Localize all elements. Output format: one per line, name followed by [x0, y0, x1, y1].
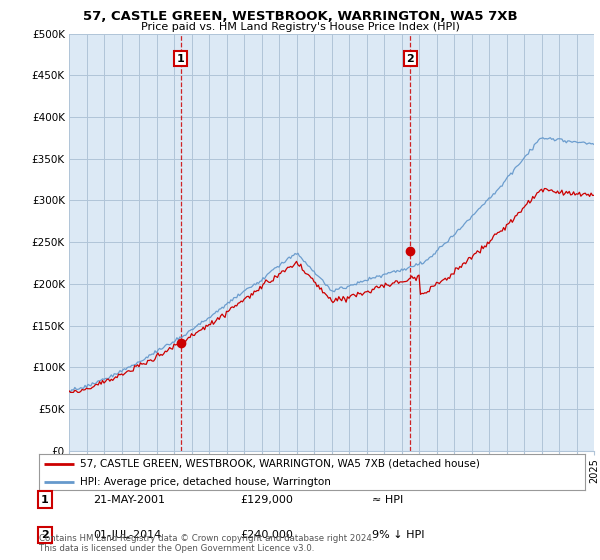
Text: 1: 1 [176, 54, 184, 64]
Text: 57, CASTLE GREEN, WESTBROOK, WARRINGTON, WA5 7XB (detached house): 57, CASTLE GREEN, WESTBROOK, WARRINGTON,… [80, 459, 480, 469]
Text: Contains HM Land Registry data © Crown copyright and database right 2024.
This d: Contains HM Land Registry data © Crown c… [39, 534, 374, 553]
Text: 01-JUL-2014: 01-JUL-2014 [93, 530, 161, 540]
Text: 21-MAY-2001: 21-MAY-2001 [93, 494, 165, 505]
Text: HPI: Average price, detached house, Warrington: HPI: Average price, detached house, Warr… [80, 477, 331, 487]
Text: £240,000: £240,000 [240, 530, 293, 540]
Text: 1: 1 [41, 494, 49, 505]
Text: 9% ↓ HPI: 9% ↓ HPI [372, 530, 425, 540]
Text: Price paid vs. HM Land Registry's House Price Index (HPI): Price paid vs. HM Land Registry's House … [140, 22, 460, 32]
Text: ≈ HPI: ≈ HPI [372, 494, 403, 505]
Text: 2: 2 [41, 530, 49, 540]
Text: £129,000: £129,000 [240, 494, 293, 505]
Text: 2: 2 [406, 54, 414, 64]
Text: 57, CASTLE GREEN, WESTBROOK, WARRINGTON, WA5 7XB: 57, CASTLE GREEN, WESTBROOK, WARRINGTON,… [83, 10, 517, 23]
